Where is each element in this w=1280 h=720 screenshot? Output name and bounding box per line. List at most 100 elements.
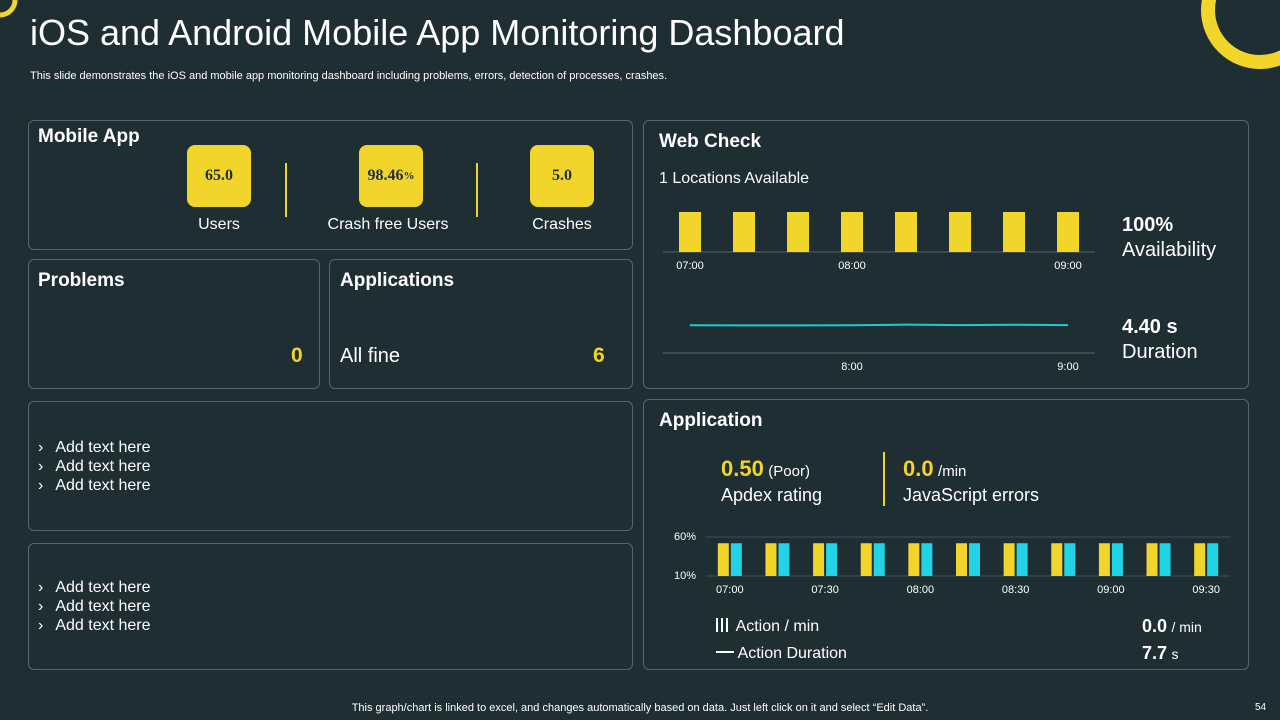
bar: [969, 543, 980, 576]
js-errors: 0.0 /min: [903, 456, 966, 482]
metric-tile: 5.0: [530, 145, 594, 207]
footer-note: This graph/chart is linked to excel, and…: [351, 702, 929, 714]
bar: [1057, 212, 1079, 252]
legend-value: 0.0 / min: [1142, 616, 1202, 637]
bar: [1207, 543, 1219, 576]
metric-value: 65.0: [205, 167, 233, 184]
metric-label: Crash free Users: [327, 216, 449, 233]
metric-label: Users: [198, 216, 240, 233]
panel-title: Problems: [38, 270, 125, 291]
legend-number: 7.7: [1142, 643, 1168, 663]
legend-text: Action Duration: [737, 645, 847, 662]
note-text: Add text here: [55, 477, 151, 494]
bar: [1146, 543, 1158, 576]
legend-unit: s: [1171, 646, 1179, 662]
js-errors-unit: /min: [938, 463, 967, 480]
bar: [1064, 543, 1076, 576]
x-tick-label: 8:00: [841, 361, 862, 373]
bar: [860, 543, 872, 576]
x-tick-label: 08:00: [907, 584, 935, 596]
bar: [908, 543, 920, 576]
panel: [28, 401, 633, 531]
y-tick-label: 10%: [674, 570, 696, 582]
separator: [285, 163, 287, 217]
metric-label: Crashes: [532, 216, 592, 233]
legend-unit: / min: [1171, 619, 1202, 635]
bar: [873, 543, 885, 576]
bar: [717, 543, 729, 576]
y-tick-label: 60%: [674, 531, 696, 543]
panel-title: Web Check: [659, 131, 762, 152]
decor-ring: [1201, 0, 1280, 69]
bar: [679, 212, 701, 252]
bar: [1098, 543, 1110, 576]
legend-item: Action / min: [716, 618, 819, 636]
bar: [1194, 543, 1206, 576]
legend-icon: [716, 618, 732, 632]
status: All fine: [340, 345, 401, 367]
stat-label: Availability: [1122, 239, 1217, 261]
x-tick-label: 09:30: [1192, 584, 1220, 596]
bar: [826, 543, 838, 576]
problems-value: 0: [291, 344, 303, 367]
page-number: 54: [1255, 702, 1267, 713]
separator: [883, 452, 885, 506]
separator: [476, 163, 478, 217]
legend-item: Action Duration: [716, 645, 847, 663]
bar: [765, 543, 777, 576]
apdex: 0.50 (Poor): [721, 456, 810, 482]
bar: [787, 212, 809, 252]
metric-tile: 65.0: [187, 145, 251, 207]
bar: [1159, 543, 1171, 576]
apdex-value: 0.50: [721, 456, 764, 481]
panel-title: Mobile App: [38, 126, 140, 147]
panel: [28, 120, 633, 250]
panel: [28, 543, 633, 670]
metric-tile: 98.46%: [359, 145, 423, 207]
stat-value: 4.40 s: [1122, 316, 1178, 338]
x-tick-label: 07:30: [811, 584, 839, 596]
note-item: Add text here: [38, 597, 150, 616]
panel: [329, 259, 633, 389]
metric-value: 98.46: [367, 167, 404, 184]
note-item: Add text here: [38, 438, 150, 457]
stat-label: Duration: [1122, 341, 1198, 363]
stat-value: 100%: [1122, 214, 1174, 236]
x-tick-label: 08:30: [1002, 584, 1030, 596]
apdex-note: (Poor): [768, 463, 810, 480]
legend-value: 7.7 s: [1142, 643, 1178, 664]
bar: [841, 212, 863, 252]
bar: [1003, 543, 1015, 576]
applications-value: 6: [593, 344, 605, 367]
line: [689, 323, 1069, 327]
bar: [730, 543, 742, 576]
metric-unit: %: [403, 170, 415, 182]
note-text: Add text here: [55, 458, 151, 475]
panel: [643, 120, 1249, 389]
note-item: Add text here: [38, 616, 150, 635]
x-tick-label: 9:00: [1057, 361, 1078, 373]
bar: [895, 212, 917, 252]
note-list: Add text here Add text here Add text her…: [38, 578, 151, 635]
metric-value: 5.0: [552, 167, 572, 184]
legend-number: 0.0: [1142, 616, 1168, 636]
title: iOS and Android Mobile App Monitoring Da…: [30, 12, 845, 53]
subtitle: This slide demonstrates the iOS and mobi…: [30, 70, 668, 82]
x-tick-label: 08:00: [838, 260, 866, 272]
bar: [1051, 543, 1063, 576]
bar: [956, 543, 967, 576]
note-text: Add text here: [55, 579, 151, 596]
panel-title: Applications: [340, 270, 455, 291]
bar: [1016, 543, 1028, 576]
note-item: Add text here: [38, 476, 151, 495]
x-tick-label: 09:00: [1054, 260, 1082, 272]
panel-title: Application: [659, 410, 763, 431]
panel: [643, 399, 1249, 670]
bar: [1111, 543, 1123, 576]
apdex-label: Apdex rating: [721, 485, 823, 505]
note-item: Add text here: [38, 457, 151, 476]
bar: [778, 543, 790, 576]
legend-icon: [716, 651, 734, 653]
bar: [733, 212, 755, 252]
